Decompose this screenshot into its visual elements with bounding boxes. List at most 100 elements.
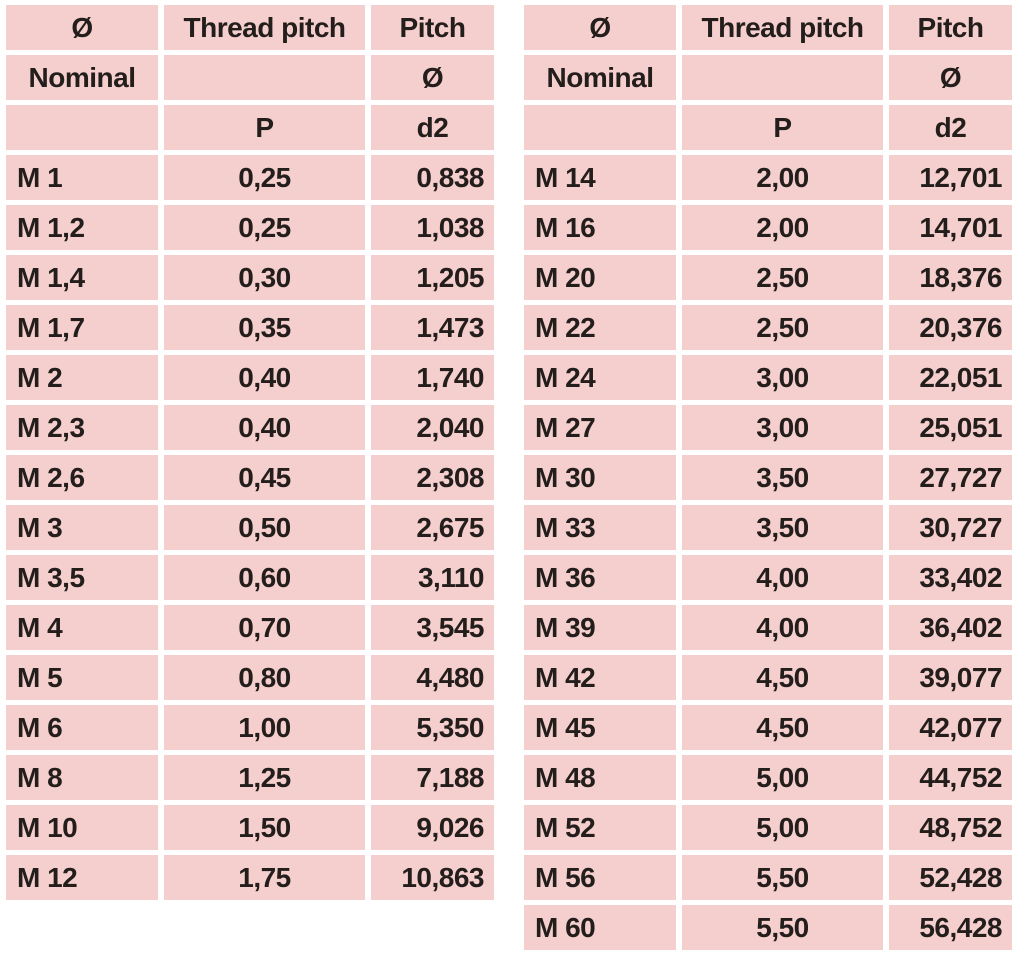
pitch-diameter-d2-cell: 39,077 <box>889 655 1012 700</box>
header-row: Ø Thread pitch Pitch <box>6 5 494 50</box>
thread-pitch-p-cell: 3,00 <box>682 355 883 400</box>
pitch-diameter-d2-cell: 44,752 <box>889 755 1012 800</box>
pitch-diameter-d2-cell: 0,838 <box>371 155 494 200</box>
table-row: M 12 1,75 10,863 <box>6 855 494 900</box>
nominal-diameter-cell: M 27 <box>524 405 676 450</box>
pitch-diameter-d2-cell: 1,473 <box>371 305 494 350</box>
header-cell: d2 <box>889 105 1012 150</box>
nominal-diameter-cell: M 2,3 <box>6 405 158 450</box>
header-cell: Ø <box>6 5 158 50</box>
table-row: M 30 3,50 27,727 <box>524 455 1012 500</box>
header-cell: d2 <box>371 105 494 150</box>
thread-pitch-p-cell: 1,75 <box>164 855 365 900</box>
header-cell: P <box>164 105 365 150</box>
table-row: M 10 1,50 9,026 <box>6 805 494 850</box>
pitch-diameter-d2-cell: 1,038 <box>371 205 494 250</box>
header-cell: Pitch <box>371 5 494 50</box>
thread-pitch-p-cell: 1,25 <box>164 755 365 800</box>
pitch-diameter-d2-cell: 52,428 <box>889 855 1012 900</box>
header-cell: Ø <box>889 55 1012 100</box>
table-row: M 16 2,00 14,701 <box>524 205 1012 250</box>
table-row: M 48 5,00 44,752 <box>524 755 1012 800</box>
header-cell <box>6 105 158 150</box>
nominal-diameter-cell: M 14 <box>524 155 676 200</box>
pitch-diameter-d2-cell: 48,752 <box>889 805 1012 850</box>
thread-pitch-p-cell: 0,70 <box>164 605 365 650</box>
nominal-diameter-cell: M 12 <box>6 855 158 900</box>
table-row: M 1,2 0,25 1,038 <box>6 205 494 250</box>
nominal-diameter-cell: M 24 <box>524 355 676 400</box>
thread-pitch-p-cell: 0,40 <box>164 355 365 400</box>
pitch-diameter-d2-cell: 14,701 <box>889 205 1012 250</box>
pitch-diameter-d2-cell: 3,110 <box>371 555 494 600</box>
table-row: M 42 4,50 39,077 <box>524 655 1012 700</box>
pitch-diameter-d2-cell: 2,675 <box>371 505 494 550</box>
thread-pitch-p-cell: 4,00 <box>682 605 883 650</box>
header-cell <box>682 55 883 100</box>
nominal-diameter-cell: M 42 <box>524 655 676 700</box>
nominal-diameter-cell: M 4 <box>6 605 158 650</box>
pitch-diameter-d2-cell: 5,350 <box>371 705 494 750</box>
thread-pitch-p-cell: 0,30 <box>164 255 365 300</box>
table-row: M 6 1,00 5,350 <box>6 705 494 750</box>
thread-pitch-p-cell: 0,40 <box>164 405 365 450</box>
thread-pitch-p-cell: 4,00 <box>682 555 883 600</box>
thread-pitch-p-cell: 0,50 <box>164 505 365 550</box>
table-body: M 1 0,25 0,838 M 1,2 0,25 1,038 M 1,4 0,30 1,205… <box>6 155 494 900</box>
pitch-diameter-d2-cell: 3,545 <box>371 605 494 650</box>
pitch-diameter-d2-cell: 56,428 <box>889 905 1012 950</box>
table-row: M 2,3 0,40 2,040 <box>6 405 494 450</box>
thread-pitch-p-cell: 4,50 <box>682 655 883 700</box>
table-row: M 1 0,25 0,838 <box>6 155 494 200</box>
nominal-diameter-cell: M 8 <box>6 755 158 800</box>
thread-pitch-p-cell: 3,00 <box>682 405 883 450</box>
table-row: M 24 3,00 22,051 <box>524 355 1012 400</box>
nominal-diameter-cell: M 16 <box>524 205 676 250</box>
header-cell: Thread pitch <box>682 5 883 50</box>
nominal-diameter-cell: M 2 <box>6 355 158 400</box>
table-row: M 2,6 0,45 2,308 <box>6 455 494 500</box>
pitch-diameter-d2-cell: 20,376 <box>889 305 1012 350</box>
header-cell: Nominal <box>6 55 158 100</box>
table-row: M 36 4,00 33,402 <box>524 555 1012 600</box>
nominal-diameter-cell: M 36 <box>524 555 676 600</box>
nominal-diameter-cell: M 30 <box>524 455 676 500</box>
header-row: Nominal Ø <box>6 55 494 100</box>
pitch-diameter-d2-cell: 33,402 <box>889 555 1012 600</box>
nominal-diameter-cell: M 33 <box>524 505 676 550</box>
table-row: M 1,4 0,30 1,205 <box>6 255 494 300</box>
pitch-diameter-d2-cell: 22,051 <box>889 355 1012 400</box>
nominal-diameter-cell: M 39 <box>524 605 676 650</box>
header-row: Nominal Ø <box>524 55 1012 100</box>
nominal-diameter-cell: M 1,2 <box>6 205 158 250</box>
table-row: M 20 2,50 18,376 <box>524 255 1012 300</box>
nominal-diameter-cell: M 6 <box>6 705 158 750</box>
table-row: M 1,7 0,35 1,473 <box>6 305 494 350</box>
nominal-diameter-cell: M 10 <box>6 805 158 850</box>
table-row: M 3,5 0,60 3,110 <box>6 555 494 600</box>
thread-pitch-p-cell: 3,50 <box>682 455 883 500</box>
pitch-diameter-d2-cell: 36,402 <box>889 605 1012 650</box>
thread-pitch-p-cell: 0,25 <box>164 155 365 200</box>
pitch-diameter-d2-cell: 10,863 <box>371 855 494 900</box>
table-row: M 5 0,80 4,480 <box>6 655 494 700</box>
pitch-diameter-d2-cell: 2,040 <box>371 405 494 450</box>
table-row: M 33 3,50 30,727 <box>524 505 1012 550</box>
thread-pitch-p-cell: 4,50 <box>682 705 883 750</box>
thread-pitch-p-cell: 1,50 <box>164 805 365 850</box>
table-row: M 60 5,50 56,428 <box>524 905 1012 950</box>
nominal-diameter-cell: M 20 <box>524 255 676 300</box>
thread-pitch-p-cell: 0,45 <box>164 455 365 500</box>
pitch-diameter-d2-cell: 25,051 <box>889 405 1012 450</box>
nominal-diameter-cell: M 22 <box>524 305 676 350</box>
pitch-diameter-d2-cell: 9,026 <box>371 805 494 850</box>
table-row: M 14 2,00 12,701 <box>524 155 1012 200</box>
thread-pitch-p-cell: 1,00 <box>164 705 365 750</box>
thread-pitch-p-cell: 5,00 <box>682 805 883 850</box>
thread-pitch-p-cell: 5,00 <box>682 755 883 800</box>
pitch-diameter-d2-cell: 12,701 <box>889 155 1012 200</box>
thread-pitch-p-cell: 0,60 <box>164 555 365 600</box>
